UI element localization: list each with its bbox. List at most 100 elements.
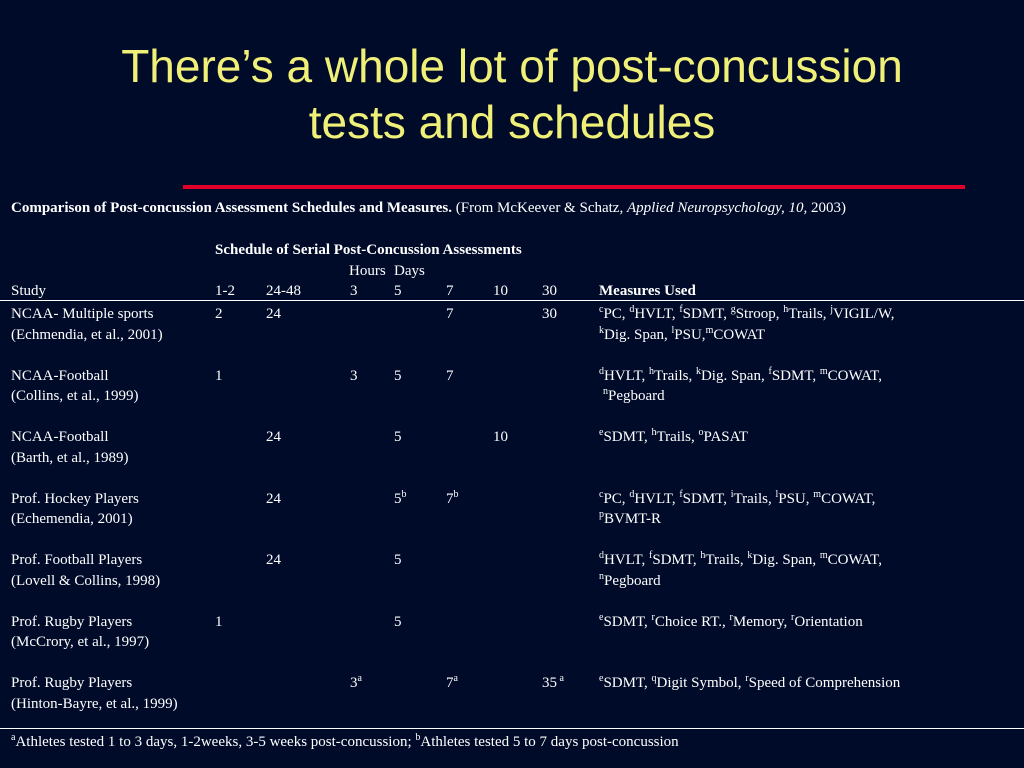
col-24-48-header: 24-48 bbox=[266, 283, 301, 299]
title-line-1: There’s a whole lot of post-concussion bbox=[121, 40, 903, 92]
study-citation: (Lovell & Collins, 1998) bbox=[11, 572, 161, 589]
measures-line-1: cPC, dHVLT, fSDMT, iTrails, lPSU, mCOWAT… bbox=[599, 489, 875, 509]
measure-name: SDMT, bbox=[682, 306, 731, 322]
measure-name: Trails, bbox=[654, 367, 696, 384]
study-name: Prof. Rugby Players bbox=[11, 675, 133, 691]
measure-name: PSU, bbox=[674, 326, 706, 343]
measure-name: Trails, bbox=[733, 490, 776, 507]
col-10-header: 10 bbox=[493, 283, 508, 299]
caption-source: (From McKeever & Schatz, bbox=[452, 200, 627, 216]
measure-name: SDMT, bbox=[603, 429, 652, 445]
schedule-3-hours: 3a bbox=[350, 673, 362, 692]
study-name: NCAA-Football bbox=[11, 367, 109, 384]
superscript-marker: a bbox=[11, 732, 16, 743]
schedule-1-2: 1 bbox=[215, 367, 223, 384]
measure-name: PC, bbox=[603, 306, 630, 322]
title-line-2: tests and schedules bbox=[308, 96, 716, 148]
study-citation: (Collins, et al., 1999) bbox=[11, 388, 139, 404]
superscript-marker: j bbox=[830, 304, 833, 315]
superscript-marker: e bbox=[599, 427, 604, 438]
schedule-7-days: 7 bbox=[446, 367, 454, 384]
measure-name: COWAT bbox=[713, 326, 766, 343]
superscript-marker: e bbox=[599, 673, 604, 684]
superscript-marker: m bbox=[819, 550, 828, 561]
schedule-5-days: 5 bbox=[394, 429, 402, 445]
superscript-marker: f bbox=[649, 550, 653, 561]
study-citation: (Hinton-Bayre, et al., 1999) bbox=[11, 695, 178, 712]
measure-name: COWAT, bbox=[821, 490, 876, 507]
superscript-marker: l bbox=[671, 324, 675, 336]
study-citation: (Echemendia, 2001) bbox=[11, 511, 133, 527]
superscript-marker: m bbox=[705, 324, 714, 336]
superscript-marker: b bbox=[453, 488, 459, 500]
measure-name: Speed of Comprehension bbox=[748, 675, 901, 691]
study-name: Prof. Rugby Players bbox=[11, 613, 133, 630]
footer-rule bbox=[0, 728, 1024, 729]
caption-year: 2003) bbox=[807, 200, 846, 216]
measures-header: Measures Used bbox=[599, 283, 696, 299]
title-divider bbox=[183, 185, 965, 189]
superscript-marker: h bbox=[651, 427, 657, 438]
col-3-header: 3 bbox=[350, 283, 358, 299]
superscript-marker: b bbox=[401, 488, 407, 500]
schedule-30-days: 35 a bbox=[542, 673, 564, 692]
superscript-marker: f bbox=[768, 365, 772, 377]
superscript-marker: b bbox=[415, 732, 421, 743]
schedule-1-2: 1 bbox=[215, 613, 223, 630]
measure-name: Orientation bbox=[794, 613, 863, 630]
superscript-marker: d bbox=[629, 488, 635, 500]
schedule-24-48: 24 bbox=[266, 490, 281, 507]
measure-name: Trails, bbox=[788, 306, 831, 322]
measures-line-1: eSDMT, qDigit Symbol, rSpeed of Comprehe… bbox=[599, 673, 900, 693]
superscript-marker: h bbox=[783, 304, 789, 315]
measure-name: BVMT-R bbox=[604, 511, 661, 527]
measure-name: Choice RT., bbox=[654, 613, 730, 630]
superscript-marker: k bbox=[599, 324, 604, 336]
superscript-marker: f bbox=[679, 488, 683, 500]
superscript-marker: n bbox=[603, 386, 608, 397]
measure-name: Dig. Span, bbox=[752, 552, 820, 568]
schedule-24-48: 24 bbox=[266, 306, 281, 322]
hours-header: Hours bbox=[349, 263, 386, 279]
measure-name: SDMT, bbox=[603, 675, 652, 691]
superscript-marker: r bbox=[651, 611, 655, 623]
study-name: NCAA-Football bbox=[11, 429, 109, 445]
days-header: Days bbox=[394, 263, 425, 279]
measure-name: SDMT, bbox=[652, 552, 701, 568]
schedule-7-days: 7a bbox=[446, 673, 458, 692]
superscript-marker: d bbox=[629, 304, 635, 315]
measure-name: Pegboard bbox=[608, 388, 665, 404]
col-1-2-header: 1-2 bbox=[215, 283, 235, 299]
measure-name: Stroop, bbox=[735, 306, 784, 322]
measure-name: PASAT bbox=[703, 429, 748, 445]
superscript-marker: d bbox=[599, 365, 604, 377]
superscript-marker: m bbox=[813, 488, 822, 500]
schedule-5-days: 5b bbox=[394, 488, 407, 507]
superscript-marker: e bbox=[599, 611, 604, 623]
study-name: NCAA- Multiple sports bbox=[11, 306, 154, 322]
schedule-5-days: 5 bbox=[394, 552, 402, 568]
superscript-marker: n bbox=[599, 570, 604, 582]
superscript-marker: k bbox=[695, 365, 701, 377]
measure-name: Digit Symbol, bbox=[656, 675, 746, 691]
superscript-marker: m bbox=[819, 365, 828, 377]
superscript-marker: h bbox=[700, 550, 706, 561]
caption-journal: Applied Neuropsychology, 10, bbox=[626, 200, 808, 216]
measures-line-2: nPegboard bbox=[599, 571, 661, 591]
measure-name: Dig. Span, bbox=[604, 326, 672, 343]
superscript-marker: f bbox=[679, 304, 683, 315]
study-citation: (Echmendia, et al., 2001) bbox=[11, 326, 163, 343]
schedule-10-days: 10 bbox=[493, 429, 508, 445]
study-name: Prof. Hockey Players bbox=[11, 490, 139, 507]
superscript-marker: h bbox=[649, 365, 654, 377]
measures-line-1: dHVLT, fSDMT, hTrails, kDig. Span, mCOWA… bbox=[599, 550, 882, 570]
schedule-7-days: 7 bbox=[446, 306, 454, 322]
schedule-30-days: 30 bbox=[542, 306, 557, 322]
measure-name: HVLT, bbox=[634, 306, 680, 322]
measure-name: Memory, bbox=[732, 613, 792, 630]
measure-name: SDMT, bbox=[682, 490, 731, 507]
schedule-header: Schedule of Serial Post-Concussion Asses… bbox=[215, 242, 522, 258]
superscript-marker: r bbox=[745, 673, 749, 684]
superscript-marker: a bbox=[557, 673, 564, 684]
measures-line-1: cPC, dHVLT, fSDMT, gStroop, hTrails, jVI… bbox=[599, 304, 895, 324]
